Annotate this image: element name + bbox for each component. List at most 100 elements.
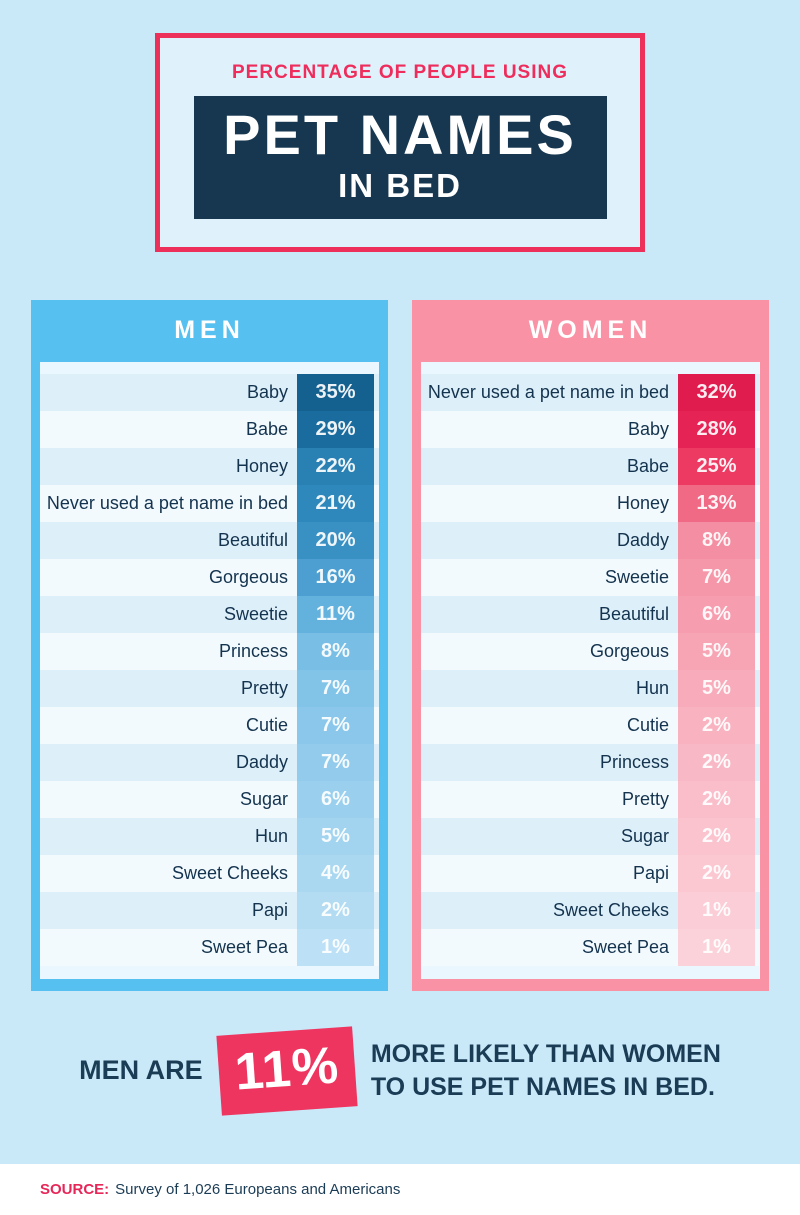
percentage-value: 1% — [678, 891, 755, 929]
source-footer: SOURCE: Survey of 1,026 Europeans and Am… — [0, 1164, 800, 1215]
table-row: Babe 29% — [40, 410, 379, 448]
percentage-value: 2% — [678, 706, 755, 744]
table-row: Beautiful 20% — [40, 521, 379, 559]
percentage-value: 2% — [678, 780, 755, 818]
title-box: PERCENTAGE OF PEOPLE USING PET NAMES IN … — [155, 33, 645, 252]
pet-name-label: Princess — [218, 640, 288, 661]
pet-name-label: Sugar — [239, 788, 288, 809]
table-row: Sweetie 11% — [40, 595, 379, 633]
pet-name-label: Sweetie — [604, 566, 669, 587]
pet-name-label: Sweet Cheeks — [552, 899, 669, 920]
percentage-value: 5% — [297, 817, 374, 855]
percentage-value: 8% — [678, 521, 755, 559]
table-row: Sweet Cheeks 1% — [421, 891, 760, 929]
table-row: Sweet Cheeks 4% — [40, 854, 379, 892]
percentage-value: 4% — [297, 854, 374, 892]
table-row: Pretty 2% — [421, 780, 760, 818]
callout: MEN ARE 11% MORE LIKELY THAN WOMEN TO US… — [0, 1026, 800, 1116]
table-row: Princess 8% — [40, 632, 379, 670]
highlight-value: 11% — [232, 1036, 341, 1102]
page-title: PET NAMES — [223, 103, 577, 166]
pet-name-label: Daddy — [616, 529, 669, 550]
callout-prefix: MEN ARE — [79, 1055, 203, 1086]
percentage-value: 1% — [678, 928, 755, 966]
callout-line2: TO USE PET NAMES IN BED. — [370, 1072, 715, 1101]
table-row: Daddy 8% — [421, 521, 760, 559]
page-subtitle: IN BED — [338, 166, 462, 204]
pet-name-label: Babe — [626, 455, 669, 476]
table-row: Beautiful 6% — [421, 595, 760, 633]
pet-name-label: Beautiful — [217, 529, 288, 550]
pet-name-label: Daddy — [235, 751, 288, 772]
table-row: Sweet Pea 1% — [421, 928, 760, 966]
table-row: Sugar 2% — [421, 817, 760, 855]
percentage-value: 5% — [678, 669, 755, 707]
pet-name-label: Papi — [251, 899, 288, 920]
percentage-value: 29% — [297, 410, 374, 448]
table-row: Baby 35% — [40, 373, 379, 411]
pet-name-label: Beautiful — [598, 603, 669, 624]
table-row: Gorgeous 5% — [421, 632, 760, 670]
table-row: Sweetie 7% — [421, 558, 760, 596]
percentage-value: 7% — [297, 669, 374, 707]
percentage-value: 22% — [297, 447, 374, 485]
table-row: Hun 5% — [421, 669, 760, 707]
title-plate: PET NAMES IN BED — [193, 96, 607, 219]
percentage-value: 2% — [678, 817, 755, 855]
table-row: Cutie 7% — [40, 706, 379, 744]
pet-name-label: Honey — [235, 455, 288, 476]
percentage-value: 25% — [678, 447, 755, 485]
pet-name-label: Cutie — [626, 714, 669, 735]
pet-name-label: Baby — [246, 381, 288, 402]
table-row: Sweet Pea 1% — [40, 928, 379, 966]
percentage-value: 7% — [297, 706, 374, 744]
title-eyebrow: PERCENTAGE OF PEOPLE USING — [231, 62, 569, 83]
pet-name-label: Sugar — [620, 825, 669, 846]
percentage-value: 20% — [297, 521, 374, 559]
pet-name-label: Sweet Cheeks — [171, 862, 288, 883]
percentage-value: 6% — [297, 780, 374, 818]
source-label: SOURCE: — [40, 1181, 110, 1198]
pet-name-label: Gorgeous — [589, 640, 669, 661]
table-row: Cutie 2% — [421, 706, 760, 744]
percentage-value: 35% — [297, 373, 374, 411]
pet-name-label: Pretty — [621, 788, 669, 809]
table-row: Honey 22% — [40, 447, 379, 485]
percentage-value: 7% — [678, 558, 755, 596]
pet-name-label: Baby — [627, 418, 669, 439]
pet-name-label: Sweet Pea — [200, 936, 288, 957]
pet-name-label: Never used a pet name in bed — [427, 381, 669, 402]
percentage-value: 2% — [678, 854, 755, 892]
percentage-value: 16% — [297, 558, 374, 596]
women-panel-title: WOMEN — [528, 316, 653, 345]
table-row: Baby 28% — [421, 410, 760, 448]
percentage-value: 8% — [297, 632, 374, 670]
table-row: Gorgeous 16% — [40, 558, 379, 596]
callout-text: MORE LIKELY THAN WOMEN TO USE PET NAMES … — [371, 1038, 721, 1103]
men-panel: MEN Baby 35% Babe 29% Honey 22% Never used a p… — [31, 299, 388, 991]
table-row: Princess 2% — [421, 743, 760, 781]
pet-name-label: Cutie — [245, 714, 288, 735]
pet-name-label: Babe — [245, 418, 288, 439]
percentage-value: 13% — [678, 484, 755, 522]
source-text: Survey of 1,026 Europeans and Americans — [115, 1181, 401, 1198]
pet-name-label: Sweetie — [223, 603, 288, 624]
table-row: Hun 5% — [40, 817, 379, 855]
women-panel: WOMEN Never used a pet name in bed 32% Bab… — [412, 299, 769, 991]
table-row: Never used a pet name in bed 21% — [40, 484, 379, 522]
highlight-badge: 11% — [216, 1026, 358, 1116]
table-row: Pretty 7% — [40, 669, 379, 707]
pet-name-label: Never used a pet name in bed — [46, 492, 288, 513]
table-row: Honey 13% — [421, 484, 760, 522]
pet-name-label: Gorgeous — [208, 566, 288, 587]
men-list: Baby 35% Babe 29% Honey 22% Never used a pet n… — [40, 361, 379, 979]
percentage-value: 6% — [678, 595, 755, 633]
pet-name-label: Honey — [616, 492, 669, 513]
pet-name-label: Sweet Pea — [581, 936, 669, 957]
pet-name-label: Princess — [599, 751, 669, 772]
percentage-value: 7% — [297, 743, 374, 781]
percentage-value: 32% — [678, 373, 755, 411]
percentage-value: 2% — [297, 891, 374, 929]
percentage-value: 2% — [678, 743, 755, 781]
panels-container: MEN Baby 35% Babe 29% Honey 22% Never used a p… — [0, 299, 800, 991]
